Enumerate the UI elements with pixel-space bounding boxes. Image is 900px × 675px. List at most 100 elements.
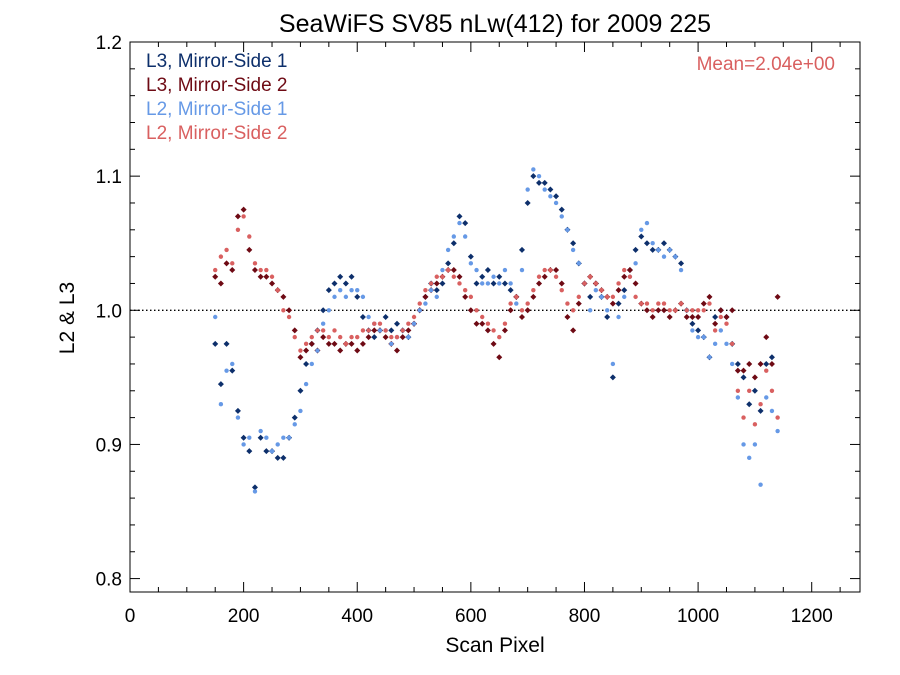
- data-point: [638, 233, 645, 240]
- data-point: [445, 247, 451, 253]
- data-point: [354, 347, 361, 354]
- data-point: [457, 220, 462, 226]
- data-point: [587, 274, 593, 279]
- data-point: [377, 328, 383, 333]
- plot-area: 0 200 400 600 800 1000 1200 0.8 0.9 1.0 1.1 1.2: [96, 33, 861, 627]
- data-point: [297, 387, 304, 394]
- data-point: [667, 308, 672, 313]
- data-point: [616, 314, 621, 320]
- data-point: [337, 347, 344, 354]
- data-point: [519, 308, 525, 313]
- data-point: [303, 341, 309, 347]
- data-point: [565, 301, 570, 306]
- data-point: [548, 267, 553, 273]
- data-point: [633, 261, 638, 266]
- data-point: [639, 301, 644, 306]
- data-point: [741, 415, 746, 420]
- data-point: [315, 348, 320, 353]
- legend: L3, Mirror-Side 1 L3, Mirror-Side 2 L2, Mi…: [146, 51, 288, 144]
- data-point: [280, 454, 287, 461]
- data-point: [445, 260, 452, 267]
- data-point: [701, 308, 706, 313]
- data-point: [246, 246, 253, 253]
- y-tick-label: 1.2: [96, 33, 122, 54]
- data-point: [717, 307, 724, 314]
- data-point: [650, 241, 655, 246]
- data-point: [281, 308, 286, 313]
- data-point: [274, 454, 281, 461]
- data-point: [559, 214, 564, 219]
- data-point: [275, 442, 280, 447]
- data-point: [530, 173, 537, 180]
- x-tick-label: 200: [228, 606, 260, 627]
- data-point: [291, 414, 298, 421]
- data-point: [774, 293, 781, 300]
- data-point: [649, 314, 656, 320]
- data-point: [473, 320, 480, 327]
- data-point: [389, 334, 394, 340]
- data-point: [400, 328, 405, 333]
- data-point: [661, 240, 668, 247]
- data-point: [451, 234, 457, 239]
- data-point: [218, 254, 224, 259]
- data-point: [480, 281, 485, 286]
- data-point: [224, 368, 229, 373]
- data-point: [331, 340, 338, 347]
- data-point: [622, 267, 627, 273]
- data-point: [547, 186, 554, 193]
- data-point: [604, 314, 611, 320]
- data-point: [297, 354, 304, 361]
- data-point: [218, 401, 224, 407]
- data-point: [382, 314, 389, 320]
- data-point: [355, 287, 360, 293]
- data-point: [616, 281, 621, 286]
- y-tick-label: 1.0: [96, 301, 122, 322]
- x-axis-label: Scan Pixel: [445, 634, 544, 657]
- data-point: [269, 274, 275, 279]
- data-point: [655, 307, 662, 314]
- data-point: [467, 307, 474, 314]
- data-point: [474, 267, 479, 273]
- data-point: [292, 334, 297, 340]
- data-point: [712, 314, 719, 320]
- data-point: [734, 360, 741, 367]
- data-point: [542, 267, 547, 273]
- data-point: [490, 340, 497, 347]
- data-point: [445, 267, 451, 273]
- data-point: [251, 484, 258, 491]
- data-point: [576, 294, 581, 300]
- data-point: [639, 227, 644, 233]
- data-point: [456, 273, 463, 280]
- data-point: [365, 334, 372, 341]
- data-point: [280, 293, 287, 300]
- data-point: [462, 287, 468, 293]
- data-point: [656, 301, 661, 306]
- data-point: [525, 187, 530, 192]
- data-point: [746, 401, 753, 408]
- data-point: [240, 434, 247, 441]
- data-point: [479, 273, 486, 280]
- data-point: [281, 435, 286, 440]
- data-point: [382, 334, 389, 341]
- data-point: [621, 287, 628, 294]
- data-point: [224, 247, 229, 253]
- data-point: [320, 334, 327, 341]
- data-point: [320, 307, 327, 314]
- data-point: [604, 308, 610, 313]
- data-point: [615, 287, 622, 294]
- data-point: [331, 280, 338, 287]
- data-point: [303, 347, 310, 354]
- data-point: [582, 281, 587, 286]
- data-point: [673, 308, 678, 313]
- data-point: [758, 401, 763, 407]
- data-point: [240, 206, 247, 213]
- data-point: [519, 267, 525, 273]
- data-point: [342, 280, 349, 287]
- data-point: [326, 334, 332, 340]
- data-point: [372, 321, 377, 326]
- data-point: [769, 408, 775, 414]
- data-point: [229, 267, 236, 274]
- data-point: [609, 374, 616, 381]
- data-point: [553, 193, 560, 200]
- data-point: [468, 294, 474, 300]
